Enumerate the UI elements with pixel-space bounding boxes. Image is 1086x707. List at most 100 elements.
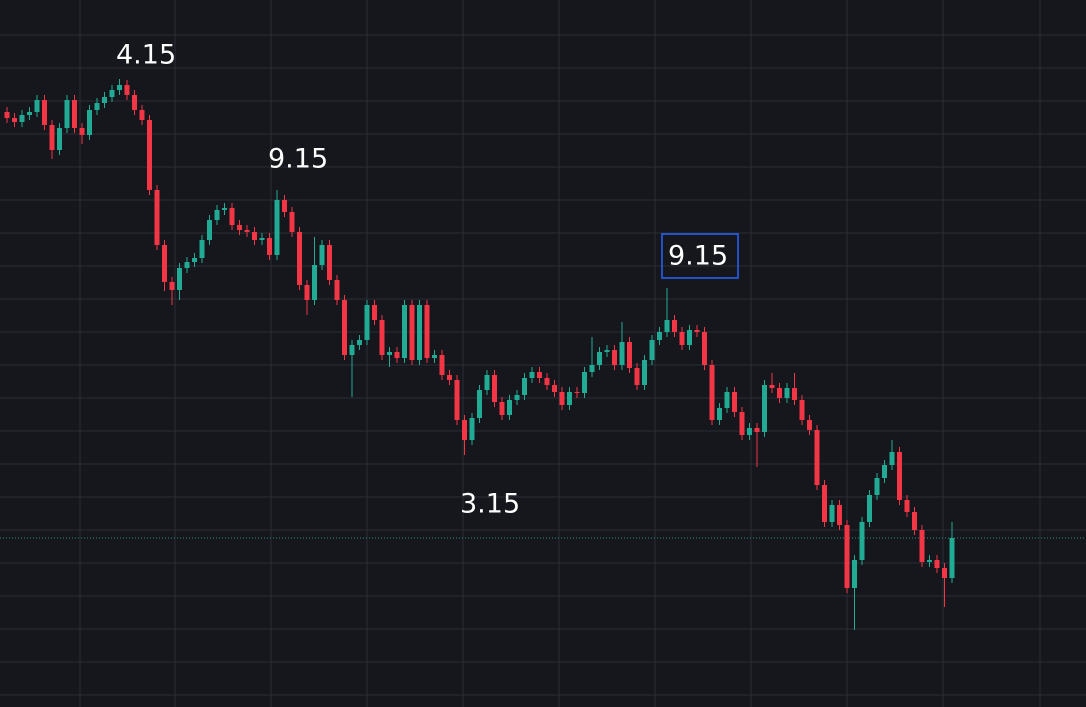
- candle-body: [717, 408, 722, 420]
- candle-body: [499, 402, 505, 415]
- candle-body: [19, 115, 25, 122]
- candle-body: [12, 118, 17, 122]
- candle-body: [282, 200, 287, 212]
- candle-body: [94, 103, 100, 110]
- candle-body: [724, 392, 730, 408]
- candle-body: [447, 375, 452, 380]
- candle-body: [342, 300, 347, 355]
- candle-body: [477, 390, 482, 418]
- annotation: 3.15: [460, 489, 520, 520]
- candle-body: [949, 538, 955, 578]
- candle-body: [604, 350, 610, 352]
- annotation: 9.15: [668, 241, 728, 272]
- candle-body: [199, 240, 205, 258]
- candle-body: [529, 372, 535, 378]
- candle-body: [912, 512, 917, 530]
- candle-body: [567, 392, 572, 405]
- candle-body: [327, 245, 332, 280]
- candle-body: [702, 332, 707, 365]
- candle-body: [297, 232, 302, 285]
- candle-body: [319, 245, 325, 265]
- candle-body: [402, 305, 407, 358]
- candle-body: [289, 212, 295, 232]
- candle-body: [612, 350, 617, 365]
- candle-body: [792, 388, 797, 400]
- candle-body: [619, 342, 625, 365]
- candle-body: [807, 420, 812, 430]
- candle-body: [394, 352, 400, 358]
- candle-body: [484, 375, 490, 390]
- candle-body: [844, 525, 850, 588]
- candle-body: [87, 110, 92, 135]
- candle-body: [214, 210, 220, 220]
- candle-body: [424, 305, 430, 358]
- candle-body: [147, 120, 152, 190]
- candle-body: [312, 265, 317, 300]
- candle-body: [664, 320, 670, 332]
- candle-body: [514, 395, 520, 400]
- candle-body: [574, 392, 580, 393]
- candle-body: [409, 305, 415, 360]
- annotation-box: [661, 233, 739, 279]
- candle-body: [754, 428, 760, 432]
- candle-body: [859, 522, 865, 560]
- candle-body: [867, 495, 872, 522]
- candle-body: [687, 330, 692, 345]
- candle-body: [589, 365, 595, 372]
- annotation: 4.15: [116, 40, 176, 71]
- candle-body: [507, 400, 512, 415]
- candle-body: [597, 352, 602, 365]
- candle-body: [162, 245, 167, 282]
- candle-body: [469, 418, 475, 440]
- candle-body: [852, 560, 857, 588]
- candle-body: [207, 220, 212, 240]
- candle-body: [229, 208, 235, 225]
- candle-body: [169, 282, 175, 290]
- candle-body: [799, 400, 805, 420]
- candle-body: [454, 380, 460, 420]
- candle-body: [364, 305, 370, 340]
- candle-body: [634, 368, 640, 385]
- candle-body: [177, 268, 182, 290]
- candle-body: [822, 485, 827, 522]
- candle-body: [27, 112, 32, 115]
- candle-body: [552, 385, 557, 392]
- candle-body: [274, 200, 280, 255]
- candle-body: [777, 388, 782, 398]
- candle-body: [882, 465, 887, 478]
- candle-body: [747, 428, 752, 435]
- candle-body: [237, 225, 242, 230]
- candle-body: [244, 230, 250, 232]
- candle-body: [267, 238, 272, 255]
- candle-body: [927, 560, 932, 562]
- candle-body: [222, 208, 227, 210]
- candle-body: [432, 355, 437, 358]
- candle-body: [357, 340, 362, 345]
- candle-body: [139, 110, 145, 120]
- candle-body: [709, 365, 715, 420]
- candle-body: [784, 388, 790, 398]
- candle-body: [304, 285, 310, 300]
- candle-body: [379, 320, 385, 355]
- candle-body: [559, 392, 565, 405]
- candle-body: [672, 320, 677, 332]
- candle-body: [762, 385, 767, 432]
- candle-body: [642, 360, 647, 385]
- candle-body: [889, 452, 895, 465]
- candle-body: [904, 500, 910, 512]
- candle-body: [259, 238, 265, 240]
- candle-body: [657, 332, 662, 340]
- candle-body: [492, 375, 497, 402]
- candle-body: [769, 385, 775, 388]
- candle-body: [439, 355, 445, 375]
- candle-body: [79, 128, 85, 135]
- candle-body: [372, 305, 377, 320]
- candle-body: [679, 332, 685, 345]
- candle-body: [64, 100, 70, 128]
- candle-body: [627, 342, 632, 368]
- candle-body: [582, 372, 587, 393]
- candle-body: [417, 305, 422, 360]
- candle-body: [739, 412, 745, 435]
- candle-body: [934, 560, 940, 568]
